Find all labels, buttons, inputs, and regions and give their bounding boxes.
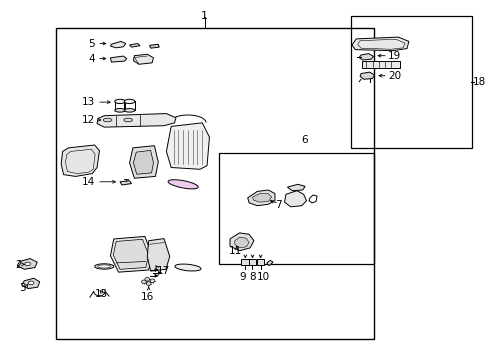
Text: 16: 16 <box>141 292 154 302</box>
Text: 7: 7 <box>274 200 281 210</box>
Polygon shape <box>147 239 169 271</box>
Polygon shape <box>129 44 140 47</box>
Polygon shape <box>241 259 248 265</box>
Polygon shape <box>158 271 161 274</box>
Polygon shape <box>110 237 152 272</box>
Text: 4: 4 <box>88 54 95 64</box>
Text: 18: 18 <box>472 77 485 87</box>
Polygon shape <box>133 54 153 64</box>
Polygon shape <box>266 260 272 266</box>
Ellipse shape <box>146 282 151 285</box>
Text: 14: 14 <box>81 177 95 187</box>
Text: 19: 19 <box>387 51 400 61</box>
Polygon shape <box>155 269 158 271</box>
Polygon shape <box>155 274 158 277</box>
Ellipse shape <box>95 264 114 269</box>
Text: 10: 10 <box>256 272 269 282</box>
Polygon shape <box>110 41 125 48</box>
Ellipse shape <box>124 99 135 104</box>
Text: 8: 8 <box>248 272 255 282</box>
Polygon shape <box>359 72 374 79</box>
Bar <box>362 61 399 68</box>
Ellipse shape <box>103 118 112 122</box>
Bar <box>350 16 471 148</box>
Polygon shape <box>256 259 264 265</box>
Polygon shape <box>129 146 158 178</box>
Text: 17: 17 <box>157 266 170 276</box>
Polygon shape <box>133 150 153 174</box>
Text: 13: 13 <box>81 97 95 107</box>
Polygon shape <box>247 190 274 206</box>
Bar <box>219 153 374 264</box>
Ellipse shape <box>150 279 155 283</box>
Ellipse shape <box>141 280 146 284</box>
Text: 20: 20 <box>387 71 400 81</box>
Polygon shape <box>229 233 253 251</box>
Text: 12: 12 <box>81 115 95 125</box>
Polygon shape <box>248 259 256 265</box>
Polygon shape <box>351 37 408 51</box>
Ellipse shape <box>124 109 135 112</box>
Polygon shape <box>110 56 126 62</box>
Polygon shape <box>113 239 148 269</box>
Text: 3: 3 <box>20 283 26 293</box>
Bar <box>56 28 374 339</box>
Text: 1: 1 <box>201 11 208 21</box>
Polygon shape <box>284 191 306 207</box>
Ellipse shape <box>115 109 125 112</box>
Polygon shape <box>149 44 159 48</box>
Polygon shape <box>358 54 373 60</box>
Text: 15: 15 <box>95 289 108 298</box>
Polygon shape <box>234 237 248 248</box>
Ellipse shape <box>115 99 125 104</box>
Text: 9: 9 <box>239 272 245 282</box>
Polygon shape <box>17 258 37 269</box>
Ellipse shape <box>144 278 149 281</box>
Text: 5: 5 <box>88 39 95 49</box>
Ellipse shape <box>123 118 132 122</box>
Polygon shape <box>61 145 99 176</box>
Text: 11: 11 <box>228 247 242 256</box>
Polygon shape <box>120 181 131 185</box>
Polygon shape <box>97 113 176 127</box>
Polygon shape <box>21 278 40 289</box>
Polygon shape <box>287 184 305 191</box>
Ellipse shape <box>168 180 198 189</box>
Polygon shape <box>252 194 271 202</box>
Ellipse shape <box>25 262 31 266</box>
Polygon shape <box>166 123 209 169</box>
Text: 2: 2 <box>15 260 21 270</box>
Text: 6: 6 <box>301 135 308 145</box>
Ellipse shape <box>175 264 201 271</box>
Ellipse shape <box>28 281 34 285</box>
